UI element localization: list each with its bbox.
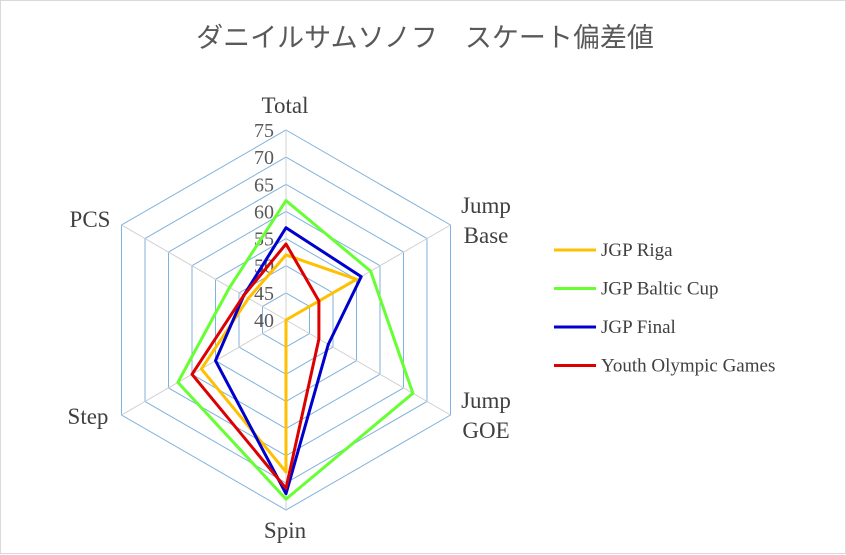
- category-label-jump: Jump: [461, 193, 511, 218]
- tick-label-60: 60: [254, 201, 274, 223]
- legend-label-0: JGP Riga: [601, 240, 673, 261]
- series-line-youth-olympic-games: [190, 242, 321, 490]
- tick-label-40: 40: [254, 310, 274, 332]
- series-lines: [176, 199, 415, 501]
- category-label-step: Step: [68, 404, 109, 429]
- tick-label-65: 65: [254, 174, 274, 196]
- legend-label-2: JGP Final: [601, 317, 676, 338]
- legend-label-1: JGP Baltic Cup: [601, 279, 719, 300]
- series-line-jgp-baltic-cup: [176, 199, 415, 501]
- category-label-pcs: PCS: [70, 207, 111, 232]
- legend-label-3: Youth Olympic Games: [601, 356, 775, 377]
- category-label-base: Base: [464, 223, 509, 248]
- chart-title: ダニイルサムソノフ スケート偏差値: [196, 23, 654, 54]
- tick-label-55: 55: [254, 229, 274, 251]
- category-label-spin: Spin: [264, 518, 307, 543]
- tick-label-75: 75: [254, 120, 274, 142]
- category-labels: Total Jump Base Jump GOE Spin Step PCS: [68, 93, 511, 543]
- category-label-jump: Jump: [461, 388, 511, 413]
- spoke-2: [285, 319, 451, 416]
- tick-label-70: 70: [254, 147, 274, 169]
- category-label-goe: GOE: [462, 418, 509, 443]
- category-label-total: Total: [262, 93, 309, 118]
- spoke-5: [121, 224, 287, 321]
- tick-label-45: 45: [254, 283, 274, 305]
- series-line-jgp-riga: [199, 253, 358, 474]
- legend: JGP Riga JGP Baltic Cup JGP Final Youth Oly…: [554, 240, 775, 377]
